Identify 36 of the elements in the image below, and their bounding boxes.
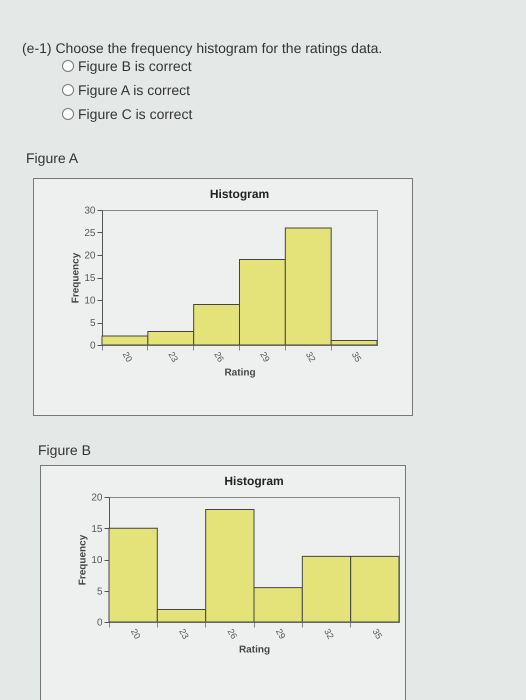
- text: Figure A: [26, 150, 78, 166]
- x-tick-label: 35: [370, 627, 384, 641]
- y-tick-label: 20: [84, 250, 96, 262]
- y-tick-label: 10: [84, 296, 96, 306]
- text: (e-1) Choose the frequency histogram for the ratings data.: [22, 40, 382, 56]
- text: Figure C is correct: [78, 106, 192, 122]
- text: Figure B is correct: [78, 58, 192, 74]
- y-tick-label: 30: [84, 206, 96, 216]
- x-tick-label: 23: [177, 627, 191, 641]
- y-tick-label: 10: [91, 555, 103, 566]
- y-tick-label: 5: [96, 586, 103, 598]
- y-tick-label: 15: [91, 524, 103, 535]
- y-tick-label: 5: [90, 318, 96, 329]
- x-tick-label: 20: [120, 350, 134, 364]
- x-tick-label: 32: [322, 627, 336, 641]
- x-tick-label: 26: [226, 627, 240, 641]
- x-axis-title: Rating: [238, 644, 270, 656]
- chart-title: Histogram: [210, 187, 270, 201]
- y-tick-label: 0: [96, 618, 103, 628]
- x-tick-label: 26: [212, 350, 226, 364]
- x-tick-label: 23: [166, 350, 180, 364]
- x-tick-label: 20: [128, 627, 143, 641]
- y-tick-label: 0: [90, 340, 96, 352]
- y-axis-title: Frequency: [77, 534, 88, 586]
- text: Figure A is correct: [78, 82, 190, 98]
- text: Figure B: [38, 442, 91, 458]
- y-tick-label: 25: [84, 228, 96, 239]
- y-tick-label: 15: [84, 273, 96, 284]
- chart-title: Histogram: [224, 474, 284, 488]
- x-tick-label: 35: [350, 350, 364, 364]
- x-tick-label: 29: [258, 350, 272, 364]
- y-axis-title: Frequency: [70, 252, 82, 304]
- x-tick-label: 29: [274, 627, 288, 641]
- y-tick-label: 20: [91, 492, 103, 504]
- x-axis-title: Rating: [224, 368, 256, 379]
- x-tick-label: 32: [304, 350, 318, 364]
